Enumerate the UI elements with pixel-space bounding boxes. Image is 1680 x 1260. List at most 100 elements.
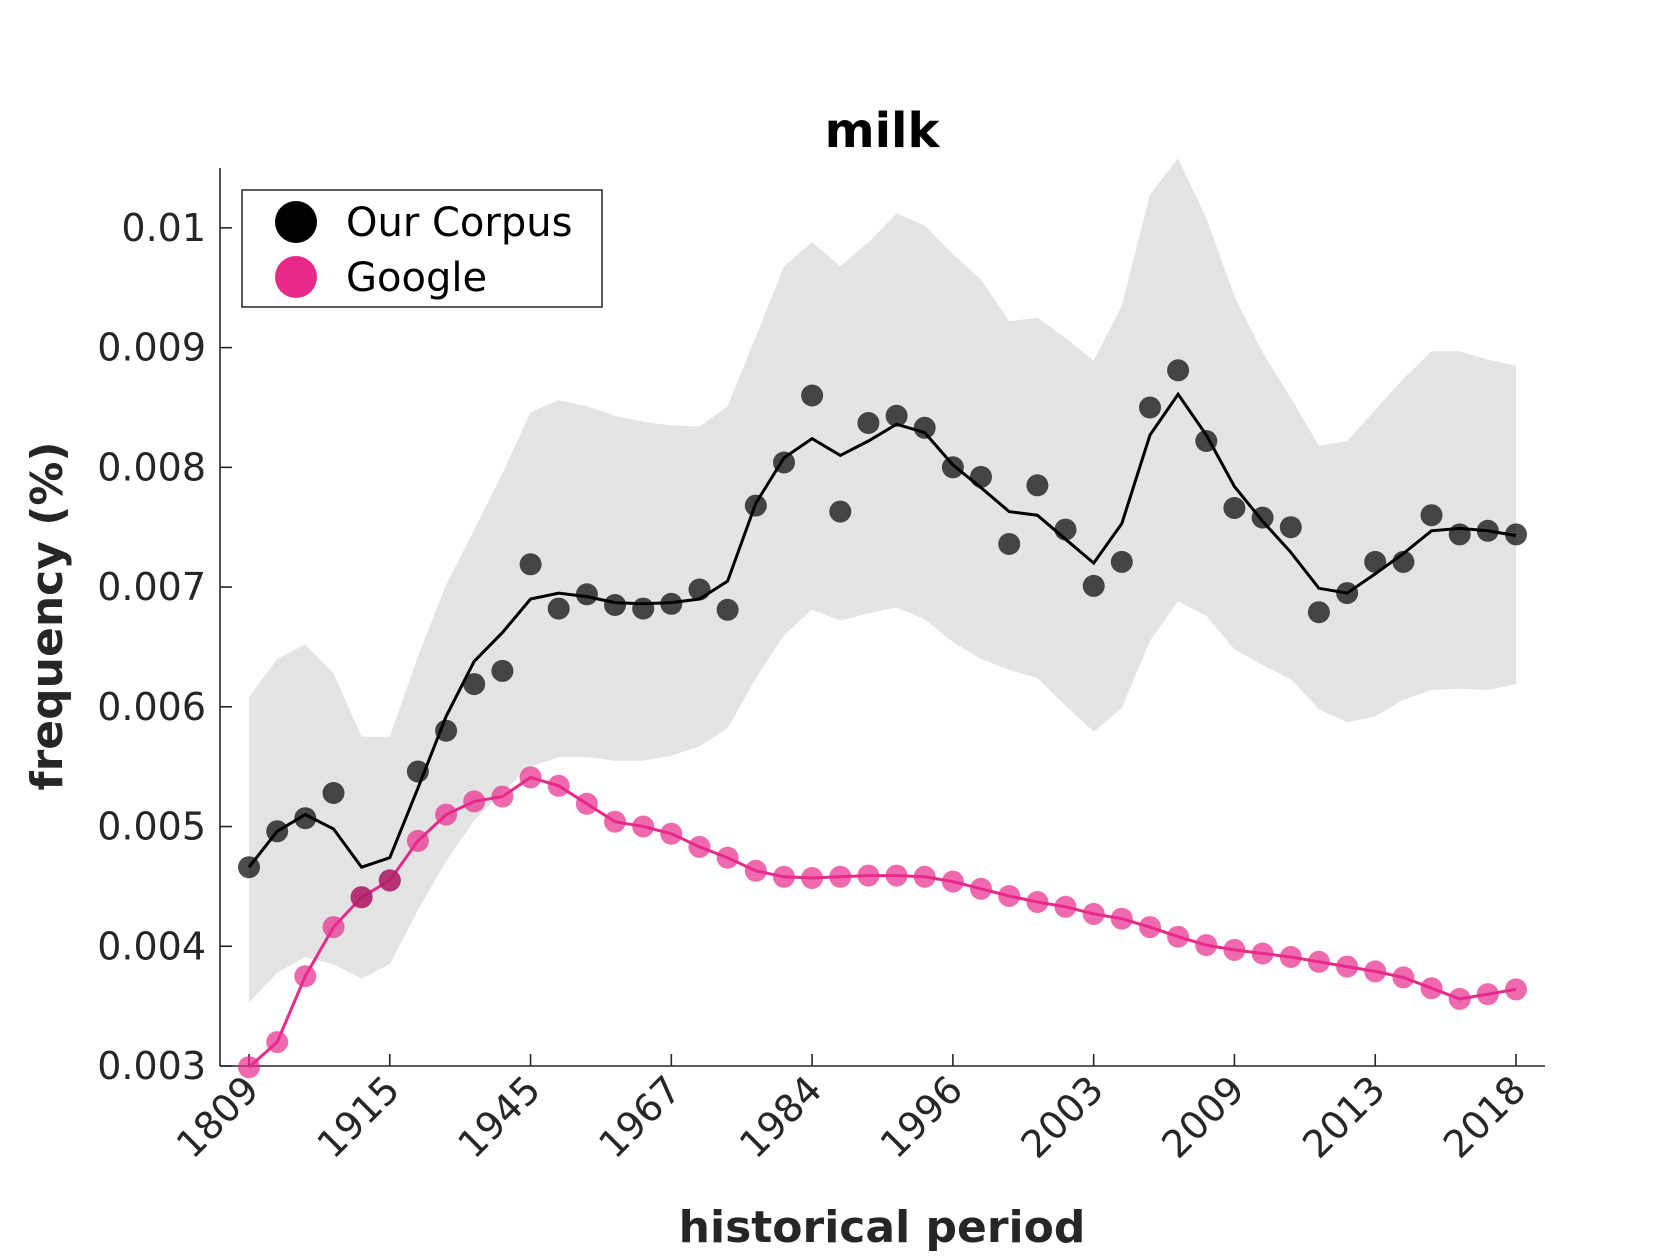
- data-point-our-corpus: [1167, 359, 1190, 382]
- data-point-google: [519, 766, 542, 789]
- data-point-google: [1364, 960, 1387, 983]
- data-point-google: [1392, 966, 1415, 989]
- data-point-our-corpus: [322, 782, 345, 804]
- x-tick-label: 1945: [449, 1067, 549, 1167]
- data-point-our-corpus: [406, 760, 429, 783]
- data-point-our-corpus: [435, 719, 458, 742]
- data-point-our-corpus: [1420, 504, 1443, 527]
- y-tick-label: 0.006: [97, 685, 206, 729]
- data-point-our-corpus: [1139, 396, 1161, 419]
- data-point-google: [829, 865, 852, 888]
- data-point-google: [547, 774, 570, 797]
- data-point-google: [801, 867, 824, 889]
- data-point-our-corpus: [238, 856, 260, 879]
- legend-label-google: Google: [346, 255, 487, 301]
- data-point-google: [913, 865, 936, 888]
- series-line-google: [248, 775, 1517, 1069]
- data-point-our-corpus: [604, 594, 626, 616]
- data-point-google: [941, 870, 964, 893]
- data-point-google: [1505, 978, 1527, 1001]
- y-tick-label: 0.008: [97, 445, 206, 489]
- data-point-google: [350, 886, 373, 909]
- legend-marker-our-corpus: [275, 201, 317, 243]
- y-axis-title: frequency (%): [22, 441, 73, 790]
- data-point-our-corpus: [857, 412, 880, 434]
- data-point-our-corpus: [885, 404, 908, 427]
- data-point-google: [1054, 895, 1077, 918]
- data-point-google: [744, 859, 767, 882]
- legend: Our Corpus Google: [241, 189, 603, 308]
- y-tick-label: 0.003: [97, 1044, 206, 1088]
- data-point-our-corpus: [716, 598, 739, 621]
- data-point-google: [857, 864, 880, 887]
- data-point-our-corpus: [1505, 523, 1527, 546]
- data-point-our-corpus: [688, 578, 711, 601]
- legend-marker-google: [275, 256, 317, 298]
- x-tick-label: 1996: [872, 1067, 972, 1167]
- data-point-google: [322, 916, 345, 939]
- y-tick-label: 0.01: [121, 206, 206, 250]
- data-point-google: [463, 790, 486, 813]
- data-point-our-corpus: [1054, 518, 1077, 541]
- data-point-our-corpus: [1448, 523, 1471, 546]
- data-point-our-corpus: [998, 533, 1021, 555]
- data-point-google: [632, 815, 655, 838]
- data-point-google: [998, 885, 1021, 907]
- data-point-our-corpus: [773, 451, 795, 474]
- data-point-our-corpus: [1251, 506, 1274, 529]
- data-point-our-corpus: [519, 553, 542, 576]
- data-point-google: [378, 869, 401, 892]
- data-point-google: [435, 803, 458, 826]
- data-point-our-corpus: [801, 384, 824, 407]
- data-point-google: [1476, 983, 1499, 1006]
- y-tick-label: 0.007: [97, 565, 206, 609]
- data-point-google: [1167, 925, 1190, 948]
- data-point-google: [1139, 916, 1161, 939]
- data-point-our-corpus: [1223, 497, 1246, 519]
- x-tick-label: 2003: [1013, 1067, 1113, 1167]
- data-point-google: [1279, 946, 1302, 968]
- data-point-our-corpus: [294, 807, 317, 830]
- data-point-our-corpus: [575, 583, 598, 606]
- data-point-our-corpus: [463, 673, 486, 696]
- data-point-our-corpus: [1392, 550, 1415, 573]
- y-tick-label: 0.005: [97, 805, 206, 849]
- data-point-our-corpus: [1082, 574, 1105, 597]
- legend-label-our-corpus: Our Corpus: [346, 200, 572, 246]
- series-line-our-corpus: [247, 391, 1517, 869]
- data-point-google: [1448, 987, 1471, 1010]
- data-point-google: [294, 965, 317, 988]
- data-point-google: [1110, 907, 1133, 930]
- data-point-google: [1195, 934, 1218, 957]
- x-axis-title: historical period: [679, 1202, 1086, 1253]
- data-point-our-corpus: [913, 416, 936, 439]
- data-point-google: [1223, 938, 1246, 961]
- x-tick-label: 2013: [1294, 1067, 1394, 1167]
- data-point-google: [604, 810, 626, 833]
- data-point-google: [238, 1056, 260, 1079]
- data-point-our-corpus: [660, 592, 683, 615]
- x-tick-label: 1967: [590, 1067, 690, 1167]
- data-point-google: [491, 785, 514, 808]
- data-point-google: [1251, 942, 1274, 965]
- data-point-google: [660, 822, 683, 845]
- data-point-our-corpus: [1307, 601, 1330, 624]
- data-point-our-corpus: [941, 456, 964, 479]
- data-point-our-corpus: [829, 500, 852, 523]
- data-point-google: [1307, 950, 1330, 973]
- y-tick-label: 0.004: [97, 924, 206, 968]
- series-points: [238, 359, 1527, 1079]
- data-point-google: [1420, 977, 1443, 1000]
- data-point-google: [266, 1031, 289, 1054]
- data-point-our-corpus: [1364, 550, 1387, 573]
- confidence-band: [249, 158, 1516, 1003]
- data-point-google: [1026, 891, 1049, 913]
- data-point-google: [716, 846, 739, 869]
- data-point-google: [575, 792, 598, 815]
- data-point-our-corpus: [1026, 474, 1049, 497]
- data-point-google: [773, 865, 795, 888]
- data-point-our-corpus: [1110, 550, 1133, 573]
- data-point-our-corpus: [1279, 516, 1302, 539]
- data-point-google: [1082, 902, 1105, 925]
